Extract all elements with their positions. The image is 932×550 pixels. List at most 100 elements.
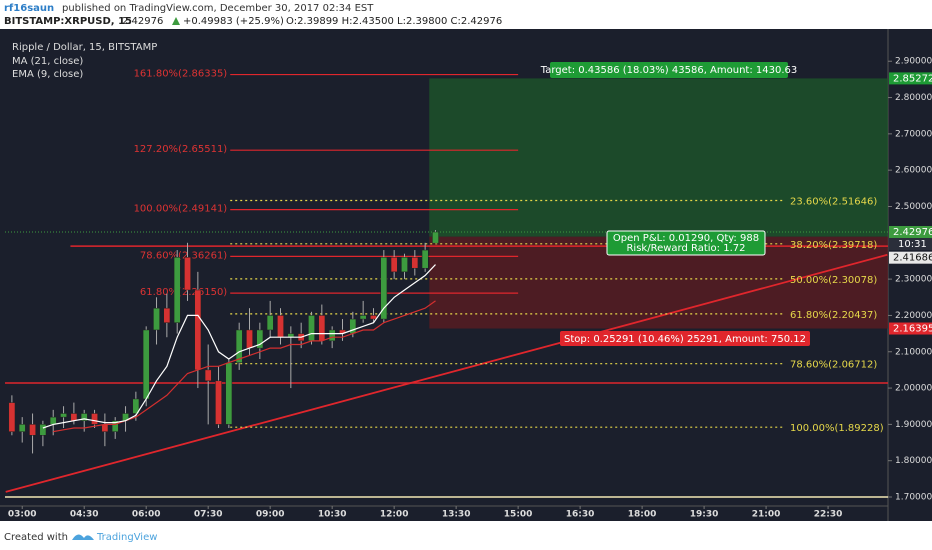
candle-body (432, 231, 439, 244)
rr-label: Risk/Reward Ratio: 1.72 (626, 243, 745, 254)
y-tick-label: 1.90000 (895, 420, 932, 430)
candle-body (173, 257, 181, 323)
candle-body (328, 329, 336, 342)
candle-body (235, 329, 243, 363)
candle-body (318, 315, 326, 342)
x-tick-label: 21:00 (752, 510, 781, 520)
candle-body (266, 315, 274, 331)
x-tick-label: 03:00 (8, 510, 37, 520)
header-ohlc: O:2.39899 H:2.43500 L:2.39800 C:2.42976 (286, 16, 502, 27)
candle-body (49, 416, 57, 425)
pnl-label-bg (606, 230, 766, 256)
y-tick-label: 2.60000 (895, 166, 932, 176)
entry-price-bg (889, 251, 932, 264)
candle-body (204, 369, 212, 382)
fib-label: 50.00%(2.30078) (790, 275, 877, 286)
target-price: 2.85272 (893, 73, 932, 84)
candle-body (215, 380, 222, 425)
countdown: 10:31 (898, 239, 927, 250)
fib-label: 61.80%(2.26150) (140, 287, 227, 298)
candle-body (163, 307, 171, 323)
candle-body (194, 289, 202, 371)
indicator-line (42, 264, 436, 429)
candle-body (60, 413, 67, 418)
chart-title: Ripple / Dollar, 15, BITSTAMP (12, 42, 157, 53)
candle-body (29, 424, 36, 436)
fib-label: 78.60%(2.06712) (790, 360, 877, 371)
y-tick-label: 2.30000 (895, 275, 932, 285)
fib-label: 127.20%(2.65511) (134, 144, 228, 155)
header-change: +0.49983 (+25.9%) (183, 16, 284, 27)
candle-body (370, 315, 377, 320)
fib-label: 38.20%(2.39718) (790, 240, 877, 251)
candle-body (101, 424, 109, 432)
up-arrow (172, 17, 180, 25)
candle-body (349, 318, 357, 334)
candle-body (411, 257, 419, 269)
candle-body (421, 249, 429, 269)
candle-body (308, 315, 315, 342)
candle-body (8, 402, 16, 432)
candle-body (132, 398, 140, 414)
published: published on TradingView.com, December 3… (62, 3, 374, 14)
y-tick-label: 2.50000 (895, 202, 932, 212)
symbol: BITSTAMP:XRPUSD, 15 (4, 16, 132, 27)
x-tick-label: 15:00 (504, 510, 533, 520)
stop-label-bg (560, 331, 810, 346)
candle-body (246, 329, 253, 349)
x-tick-label: 10:30 (318, 510, 347, 520)
y-tick-label: 2.10000 (895, 347, 932, 357)
x-tick-label: 06:00 (132, 510, 161, 520)
legend-entry: EMA (9, close) (12, 69, 83, 80)
footer-brand[interactable]: TradingView (96, 532, 157, 543)
y-tick-label: 2.20000 (895, 311, 932, 321)
stop-price: 2.16395 (893, 324, 932, 335)
candle-body (39, 424, 47, 436)
current-price-bg (889, 225, 932, 238)
fib-label: 100.00%(2.49141) (134, 204, 228, 215)
candle-body (111, 420, 119, 432)
entry-price: 2.41686 (893, 253, 932, 264)
candle-body (390, 257, 398, 273)
trend-line (5, 253, 888, 493)
candle-body (401, 257, 408, 273)
y-tick-label: 1.70000 (895, 493, 932, 503)
fib-label: 100.00%(1.89228) (790, 423, 884, 434)
candle-body (184, 257, 191, 291)
current-price: 2.42976 (893, 227, 932, 238)
stop-price-bg (889, 322, 932, 335)
pnl-label: Open P&L: 0.01290, Qty: 988 (613, 233, 759, 244)
target-price-bg (889, 72, 932, 85)
legend-entry: MA (21, close) (12, 56, 83, 67)
y-tick-label: 2.70000 (895, 129, 932, 139)
tv-logo (72, 534, 94, 540)
countdown-bg (889, 237, 932, 250)
y-tick-label: 2.00000 (895, 384, 932, 394)
candle-body (153, 307, 160, 331)
fib-label: 23.60%(2.51646) (790, 197, 877, 208)
candle-body (142, 329, 150, 400)
x-tick-label: 12:00 (380, 510, 409, 520)
footer-created: Created with (4, 532, 68, 543)
fib-label: 78.60%(2.36261) (140, 250, 227, 261)
x-tick-label: 22:30 (814, 510, 843, 520)
x-tick-label: 19:30 (690, 510, 719, 520)
candle-body (225, 362, 233, 425)
candle-body (380, 257, 388, 320)
x-tick-label: 18:00 (628, 510, 657, 520)
candle-body (80, 413, 88, 421)
candle-body (277, 315, 284, 338)
target-zone (429, 78, 888, 237)
header-price: 2.42976 (122, 16, 163, 27)
x-tick-label: 09:00 (256, 510, 285, 520)
y-tick-label: 2.80000 (895, 93, 932, 103)
candle-body (70, 413, 78, 421)
x-tick-label: 04:30 (70, 510, 99, 520)
x-tick-label: 13:30 (442, 510, 471, 520)
author[interactable]: rf16saun (4, 3, 54, 14)
fib-label: 61.80%(2.20437) (790, 310, 877, 321)
fib-label: 161.80%(2.86335) (134, 69, 228, 80)
x-tick-label: 16:30 (566, 510, 595, 520)
candle-body (256, 329, 264, 349)
